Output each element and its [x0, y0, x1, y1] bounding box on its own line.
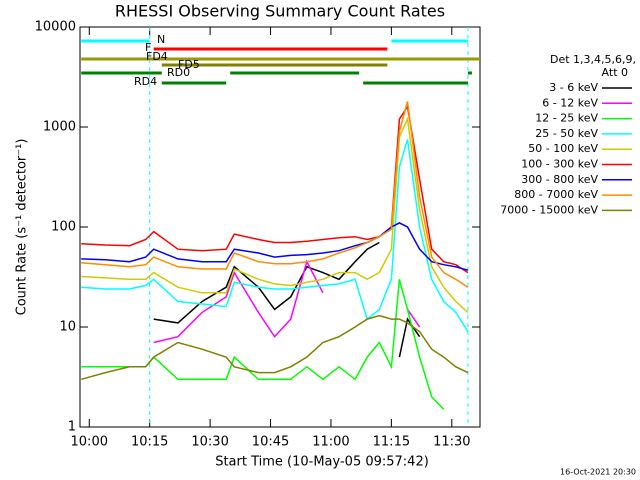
x-tick-label: 10:30 — [191, 435, 228, 450]
legend-label: 3 - 6 keV — [549, 81, 598, 94]
legend-label: 25 - 50 keV — [535, 127, 598, 140]
y-axis-label: Count Rate (s⁻¹ detector⁻¹) — [15, 139, 30, 316]
legend-label: 12 - 25 keV — [535, 112, 598, 125]
x-tick-label: 10:00 — [71, 435, 108, 450]
series-line — [153, 241, 421, 358]
series-line — [81, 104, 469, 274]
y-tick-label: 10000 — [35, 20, 76, 35]
series-line — [81, 116, 469, 313]
x-axis-label: Start Time (10-May-05 09:57:42) — [215, 455, 429, 470]
footer: 16-Oct-2021 20:30 — [560, 468, 636, 477]
legend-label: 50 - 100 keV — [528, 142, 598, 155]
x-tick-label: 11:15 — [373, 435, 410, 450]
y-tick-label: 1000 — [43, 120, 76, 135]
legend-label: 6 - 12 keV — [542, 96, 598, 109]
chart-title: RHESSI Observing Summary Count Rates — [115, 2, 445, 21]
x-tick-label: 11:00 — [312, 435, 349, 450]
x-tick-label: 10:45 — [252, 435, 289, 450]
series-line — [153, 259, 421, 344]
y-tick-label: 100 — [51, 220, 76, 235]
flag-label: N — [157, 33, 165, 46]
series-line — [81, 279, 445, 410]
flag-label: RD0 — [167, 66, 190, 79]
legend-label: 100 - 300 keV — [521, 158, 598, 171]
flag-label: F — [145, 41, 151, 54]
y-tick-label: 10 — [59, 320, 76, 335]
flag-label: FD4 — [146, 50, 168, 63]
legend-label: 800 - 7000 keV — [514, 188, 598, 201]
legend-label: 7000 - 15000 keV — [500, 203, 598, 216]
series-line — [81, 139, 469, 332]
x-tick-label: 10:15 — [131, 435, 168, 450]
flag-label: FD5 — [178, 58, 200, 71]
series-line — [80, 314, 469, 381]
y-tick-label: 1 — [68, 420, 76, 435]
flag-label: RD4 — [134, 75, 157, 88]
x-tick-label: 11:30 — [433, 435, 470, 450]
legend-label: 300 - 800 keV — [521, 173, 598, 186]
legend-title: Att 0 — [602, 66, 628, 79]
series-line — [81, 222, 469, 271]
legend-title: Det 1,3,4,5,6,9, — [550, 53, 636, 66]
series-line — [81, 101, 469, 288]
